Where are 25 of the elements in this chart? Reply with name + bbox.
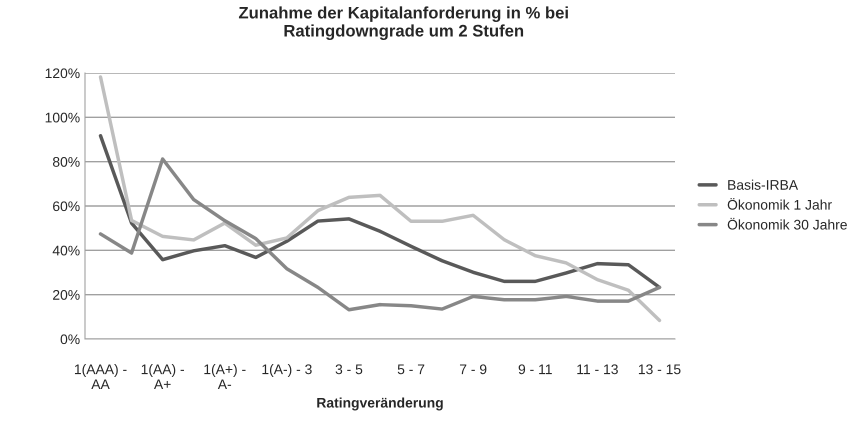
x-tick-label: 9 - 11	[518, 364, 552, 374]
x-tick-label: 13 - 15	[638, 364, 681, 374]
legend-label: Ökonomik 1 Jahr	[728, 198, 832, 210]
x-tick-label: 1(AA) - A+	[142, 364, 184, 390]
line-series	[98, 75, 662, 322]
x-tick-label: 5 - 7	[398, 364, 424, 374]
y-tick-label: 0%	[60, 334, 80, 344]
y-tick-label: 40%	[52, 246, 80, 256]
y-tick-label: 60%	[53, 201, 80, 212]
line-series	[98, 157, 662, 312]
legend-label: Ökonomik 30 Jahre	[728, 218, 847, 230]
x-tick-label: 1(AAA) - AA	[74, 364, 127, 390]
y-tick-label: 80%	[52, 157, 80, 167]
x-tick-label: 11 - 13	[577, 364, 618, 374]
x-tick-label: 3 - 5	[336, 364, 362, 374]
y-tick-label: 20%	[53, 290, 80, 300]
legend-label: Basis-IRBA	[728, 180, 798, 190]
line-series	[98, 134, 662, 290]
y-tick-label: 120%	[46, 68, 80, 78]
x-tick-label: 1(A+) - A-	[204, 364, 246, 390]
x-tick-label: 1(A-) - 3	[262, 364, 312, 377]
x-axis-title: Ratingveränderung	[317, 397, 443, 410]
y-tick-label: 100%	[46, 112, 80, 123]
x-tick-label: 7 - 9	[460, 364, 486, 374]
chart-title: Zunahme der Kapitalanforderung in % bei Ratingdowngrade um 2 Stufen	[238, 6, 568, 40]
